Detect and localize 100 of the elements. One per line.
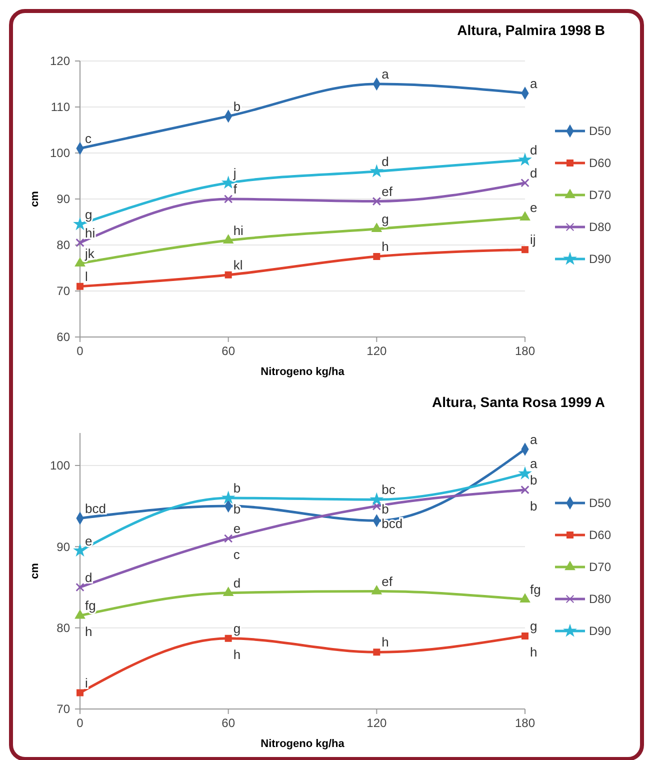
annotation: bcd xyxy=(382,516,403,532)
x-tick-label: 60 xyxy=(222,344,236,358)
annotation: d xyxy=(382,154,389,169)
annotation: g xyxy=(85,206,92,222)
point xyxy=(76,689,84,696)
point xyxy=(370,165,383,176)
annotation: ef xyxy=(382,574,393,589)
y-tick-label: 70 xyxy=(56,284,70,298)
y-tick-label: 90 xyxy=(56,192,70,206)
legend-label: D60 xyxy=(589,528,612,542)
annotation: d xyxy=(85,570,92,585)
point xyxy=(224,194,233,204)
annotation: g xyxy=(382,211,389,226)
annotation: d xyxy=(530,165,538,180)
point xyxy=(522,632,528,640)
point xyxy=(520,594,530,603)
point xyxy=(224,534,233,543)
y-tick-label: 80 xyxy=(56,238,70,252)
legend-label: D80 xyxy=(589,592,612,606)
point xyxy=(373,253,380,260)
y-tick-label: 70 xyxy=(56,702,70,716)
annotation: fg xyxy=(85,598,96,614)
annotation: b xyxy=(530,498,538,514)
annotation: h xyxy=(233,646,241,662)
x-tick-label: 0 xyxy=(76,716,84,730)
legend-label: D90 xyxy=(589,252,612,266)
x-tick-label: 180 xyxy=(514,344,536,358)
annotation: b xyxy=(530,472,538,488)
point xyxy=(74,610,86,619)
point xyxy=(76,282,84,290)
point xyxy=(372,223,382,232)
y-tick-label: 90 xyxy=(56,540,70,554)
annotation: fg xyxy=(530,582,541,597)
y-tick-label: 110 xyxy=(50,100,70,114)
legend-label: D60 xyxy=(589,156,612,170)
point xyxy=(372,586,382,594)
annotation: e xyxy=(530,200,538,215)
annotation: jk xyxy=(84,246,95,261)
annotation: a xyxy=(382,66,390,82)
y-tick-label: 100 xyxy=(50,458,70,473)
point xyxy=(224,271,232,278)
point xyxy=(520,178,530,188)
annotation: bcd xyxy=(85,500,106,516)
chart-title: Altura, Palmira 1998 B xyxy=(457,22,605,38)
annotation: hi xyxy=(233,222,244,238)
annotation: kl xyxy=(233,257,243,272)
annotation: d xyxy=(530,142,538,158)
annotation: ij xyxy=(530,232,536,248)
point xyxy=(222,492,234,504)
point xyxy=(370,493,383,505)
point xyxy=(373,648,380,656)
annotation: h xyxy=(382,634,389,650)
annotation: e xyxy=(233,521,241,536)
point xyxy=(519,154,531,165)
point xyxy=(372,196,382,206)
point xyxy=(372,502,382,510)
point xyxy=(76,582,84,592)
annotation: a xyxy=(530,76,538,91)
point xyxy=(74,544,86,556)
annotation: a xyxy=(530,432,538,447)
point xyxy=(520,212,530,221)
y-axis-title: cm xyxy=(29,190,41,207)
annotation: b xyxy=(233,98,241,114)
x-tick-label: 0 xyxy=(76,344,84,358)
annotation: j xyxy=(232,165,236,180)
annotation: l xyxy=(85,268,88,284)
annotation: hi xyxy=(85,225,96,240)
annotation: c xyxy=(233,547,240,562)
legend-label: D70 xyxy=(589,188,612,202)
annotation: g xyxy=(233,620,241,636)
point xyxy=(223,234,234,244)
chart-title: Altura, Santa Rosa 1999 A xyxy=(432,394,605,410)
point xyxy=(522,246,528,254)
y-tick-label: 100 xyxy=(50,146,70,160)
y-tick-label: 60 xyxy=(56,330,70,344)
annotation: d xyxy=(233,575,241,590)
point xyxy=(74,218,86,230)
annotation: c xyxy=(85,130,92,146)
y-tick-label: 120 xyxy=(50,54,70,68)
annotation: e xyxy=(85,533,92,548)
annotation: ef xyxy=(382,184,393,199)
point xyxy=(519,467,531,479)
annotation: bc xyxy=(382,482,396,498)
legend-label: D50 xyxy=(589,124,612,138)
annotation: h xyxy=(85,624,92,640)
x-tick-label: 60 xyxy=(222,716,236,730)
point xyxy=(224,634,232,642)
legend-label: D70 xyxy=(589,560,612,574)
legend-label: D90 xyxy=(589,624,612,638)
point xyxy=(76,238,84,248)
annotation: f xyxy=(233,182,238,197)
legend-label: D80 xyxy=(589,220,612,234)
x-axis-title: Nitrogeno kg/ha xyxy=(260,738,346,750)
point xyxy=(74,258,86,267)
annotation: b xyxy=(382,502,389,517)
x-axis-title: Nitrogeno kg/ha xyxy=(260,366,346,378)
annotation: h xyxy=(530,644,538,660)
x-tick-label: 180 xyxy=(514,716,536,730)
annotation: a xyxy=(530,456,538,472)
point xyxy=(520,485,530,494)
